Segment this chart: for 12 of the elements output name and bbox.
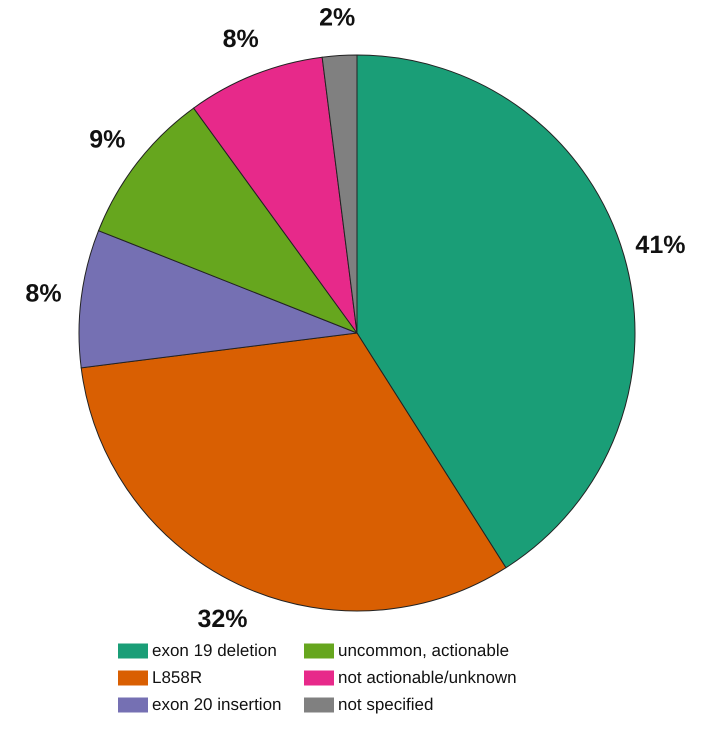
data-label: 8% bbox=[222, 25, 259, 54]
legend-label: uncommon, actionable bbox=[338, 641, 510, 660]
data-label: 41% bbox=[635, 230, 686, 259]
data-label: 2% bbox=[319, 4, 356, 32]
legend-label: exon 19 deletion bbox=[152, 641, 277, 660]
data-label: 32% bbox=[197, 604, 248, 633]
data-label: 8% bbox=[25, 279, 62, 308]
legend-label: L858R bbox=[152, 668, 202, 687]
data-label: 9% bbox=[89, 125, 126, 154]
legend-label: not specified bbox=[338, 695, 434, 714]
legend-label: exon 20 insertion bbox=[152, 695, 282, 714]
legend-label: not actionable/unknown bbox=[338, 668, 517, 687]
